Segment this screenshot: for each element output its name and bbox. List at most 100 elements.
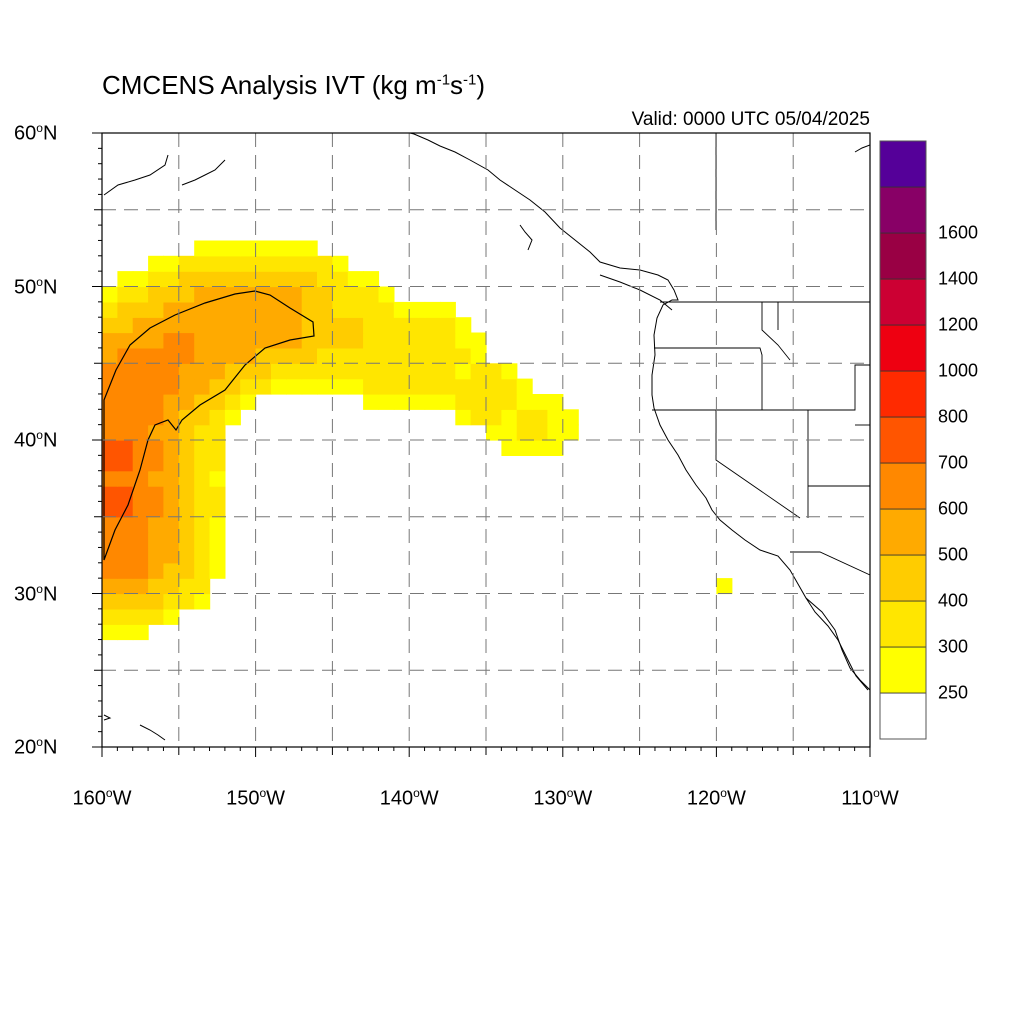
ivt-cell — [132, 624, 149, 641]
colorbar-box — [879, 370, 927, 418]
ivt-cell — [117, 394, 134, 410]
ivt-cell — [178, 501, 195, 518]
ivt-cell — [393, 347, 410, 364]
ivt-cell — [209, 532, 226, 549]
ivt-cell — [163, 286, 180, 303]
ivt-cell — [163, 394, 180, 410]
ivt-cell — [255, 378, 272, 395]
ivt-cell — [148, 378, 165, 395]
ivt-cell — [301, 286, 318, 303]
ivt-cell — [301, 378, 318, 395]
ivt-cell — [132, 455, 149, 472]
ivt-cell — [378, 378, 395, 395]
ivt-cell — [102, 608, 118, 625]
ivt-cell — [224, 363, 241, 380]
ivt-cell — [286, 286, 303, 303]
ivt-cell — [470, 409, 487, 426]
ivt-cell — [209, 240, 226, 257]
ivt-cell — [378, 394, 395, 410]
ivt-cell — [102, 562, 118, 579]
ivt-cell — [102, 624, 118, 641]
ivt-cell — [332, 301, 349, 318]
ivt-cell — [716, 578, 733, 595]
ivt-cell — [378, 286, 395, 303]
ivt-cell — [209, 516, 226, 533]
ivt-cell — [102, 301, 118, 318]
ivt-cell — [178, 363, 195, 380]
ivt-cell — [317, 255, 333, 272]
lat-label: 50oN — [14, 274, 58, 299]
colorbar-label: 1200 — [938, 314, 979, 335]
ivt-cell — [132, 286, 149, 303]
ivt-cell — [347, 332, 364, 349]
ivt-cell — [194, 378, 211, 395]
ivt-cell — [148, 286, 165, 303]
lon-label: 120oW — [686, 786, 746, 810]
ivt-cell — [378, 363, 395, 380]
ivt-cell — [163, 516, 180, 533]
ivt-cell — [455, 332, 472, 349]
ivt-cell — [424, 363, 441, 380]
ivt-cell — [148, 532, 165, 549]
ivt-cell — [532, 424, 549, 441]
ivt-cell — [194, 332, 211, 349]
ivt-cell — [117, 532, 134, 549]
ivt-cell — [194, 593, 211, 610]
ivt-cell — [240, 347, 257, 364]
ivt-cell — [409, 317, 426, 334]
ivt-cell — [102, 332, 118, 349]
ivt-cell — [117, 578, 134, 595]
ivt-cell — [224, 378, 241, 395]
ivt-cell — [194, 440, 211, 456]
ivt-cell — [163, 501, 180, 518]
ivt-cell — [194, 424, 211, 441]
valid-time: Valid: 0000 UTC 05/04/2025 — [631, 109, 870, 130]
ivt-cell — [117, 455, 134, 472]
lon-label: 130oW — [533, 786, 593, 810]
ivt-cell — [194, 501, 211, 518]
ivt-cell — [271, 240, 287, 257]
ivt-cell — [148, 593, 165, 610]
ivt-cell — [148, 547, 165, 564]
ivt-cell — [240, 286, 257, 303]
ivt-cell — [163, 532, 180, 549]
lon-label: 110oW — [841, 786, 899, 810]
ivt-cell — [224, 409, 241, 426]
ivt-cell — [117, 301, 134, 318]
ivt-cell — [178, 271, 195, 288]
ivt-cell — [424, 301, 441, 318]
ivt-cell — [332, 363, 349, 380]
ivt-cell — [132, 578, 149, 595]
ivt-cell — [409, 347, 426, 364]
ivt-cell — [301, 347, 318, 364]
ivt-cell — [178, 516, 195, 533]
ivt-cell — [163, 470, 180, 487]
ivt-cell — [163, 409, 180, 426]
ivt-cell — [363, 347, 380, 364]
ivt-cell — [163, 578, 180, 595]
ivt-cell — [132, 317, 149, 334]
ivt-cell — [163, 608, 180, 625]
ivt-cell — [240, 271, 257, 288]
ivt-cell — [224, 255, 241, 272]
ivt-cell — [102, 347, 118, 364]
ivt-cell — [532, 409, 549, 426]
ivt-cell — [224, 271, 241, 288]
ivt-cell — [562, 409, 579, 426]
ivt-cell — [117, 332, 134, 349]
ivt-cell — [194, 547, 211, 564]
ivt-cell — [470, 332, 487, 349]
ivt-cell — [117, 624, 134, 641]
ivt-cell — [486, 424, 502, 441]
ivt-cell — [317, 332, 333, 349]
ivt-cell — [117, 271, 134, 288]
ivt-cell — [347, 317, 364, 334]
colorbar-box — [879, 416, 927, 464]
ivt-cell — [178, 440, 195, 456]
ivt-cell — [178, 424, 195, 441]
ivt-cell — [317, 301, 333, 318]
ivt-cell — [347, 301, 364, 318]
ivt-cell — [102, 470, 118, 487]
ivt-cell — [240, 378, 257, 395]
chart-title: CMCENS Analysis IVT (kg m-1s-1) — [102, 70, 486, 100]
